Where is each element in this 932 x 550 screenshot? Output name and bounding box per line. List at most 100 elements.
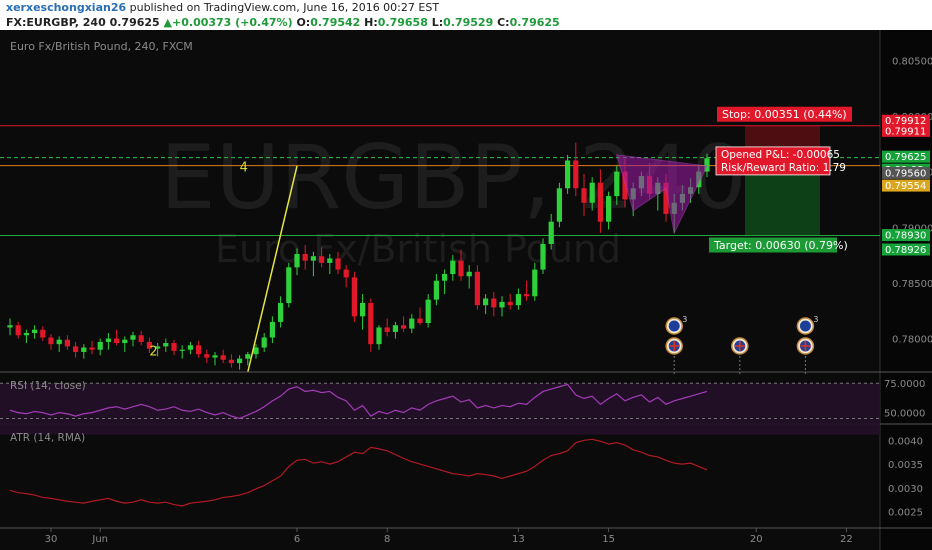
event-count: 3 (813, 315, 818, 324)
candle (458, 249, 464, 281)
high-label: H: (364, 16, 378, 29)
close-label: C: (497, 16, 510, 29)
candle-body (343, 269, 349, 278)
time-tick-label: 30 (45, 534, 58, 545)
candle-body (425, 299, 431, 324)
candle (384, 318, 390, 337)
price-label-text: 0.79912 (885, 116, 926, 127)
stop-label-text: Stop: 0.00351 (0.44%) (722, 108, 847, 121)
candle (15, 321, 21, 339)
time-tick-label: 22 (840, 534, 853, 545)
candle (343, 265, 349, 288)
chart-title: Euro Fx/British Pound, 240, FXCM (10, 40, 193, 53)
candle (187, 341, 193, 355)
atr-label: ATR (14, RMA) (10, 432, 85, 444)
candle (146, 337, 152, 354)
candle-body (622, 171, 628, 200)
high-value: 0.79658 (377, 16, 428, 29)
candle-body (278, 302, 284, 322)
candle-body (417, 318, 423, 324)
candle (171, 339, 177, 356)
take-profit-zone (745, 164, 820, 236)
candle-body (196, 345, 202, 355)
open-label: O: (296, 16, 311, 29)
candle (335, 251, 341, 275)
candle (294, 248, 300, 276)
gbp-flag-icon (731, 337, 749, 355)
candle-body (524, 294, 530, 297)
wave-label: 2 (149, 344, 157, 359)
candle (614, 166, 620, 205)
candle (433, 274, 439, 306)
candle (606, 191, 612, 230)
candle-body (491, 298, 497, 308)
candle (220, 349, 226, 364)
eur-flag-icon (665, 317, 683, 335)
candle (196, 340, 202, 358)
candle-body (376, 327, 382, 345)
candle-body (548, 221, 554, 244)
trend-line (247, 165, 298, 373)
price-label: 0.79625 (882, 150, 930, 163)
candle-body (155, 346, 161, 349)
price-label-text: 0.79911 (885, 126, 926, 137)
candle-body (163, 343, 169, 347)
gbp-flag-icon (665, 337, 683, 355)
candle-body (450, 260, 456, 275)
candle (474, 265, 480, 310)
candle-body (515, 294, 521, 306)
atr-line (9, 438, 708, 507)
candle (556, 182, 562, 228)
candle (23, 329, 29, 344)
candle-body (7, 325, 13, 328)
candle-body (23, 333, 29, 336)
candle-body (73, 346, 79, 352)
candle (499, 296, 505, 317)
price-tick-label: 0.78500 (892, 279, 932, 290)
candle-body (597, 182, 603, 222)
price-label-text: 0.79560 (885, 168, 926, 179)
time-tick-label: 20 (750, 534, 763, 545)
time-tick-label: Jun (91, 534, 108, 545)
candle-body (483, 298, 489, 306)
rsi-line (9, 383, 708, 420)
price-label-box (882, 114, 930, 127)
candle (278, 296, 284, 328)
atr-tick-label: 0.0030 (888, 484, 923, 495)
candle-body (237, 358, 243, 364)
low-value: 0.79529 (443, 16, 494, 29)
price-label: 0.79560 (882, 166, 930, 179)
price-label: 0.79912 (882, 114, 930, 127)
author-link[interactable]: xerxeschongxian26 (6, 1, 127, 14)
candle (327, 253, 333, 275)
candle (253, 344, 259, 359)
candle (425, 294, 431, 328)
atr-tick-label: 0.0040 (888, 436, 923, 447)
price-label-box (882, 166, 930, 179)
candle (114, 329, 120, 346)
price-tick-label: 0.78000 (892, 335, 932, 346)
candle (204, 349, 210, 364)
candle-body (171, 343, 177, 351)
candle (163, 338, 169, 352)
candle-body (466, 271, 472, 277)
candle-body (138, 335, 144, 342)
candle (351, 271, 357, 322)
candle-body (433, 280, 439, 300)
candle (97, 338, 103, 356)
candle (360, 294, 366, 330)
candle-body (319, 256, 325, 263)
time-tick-label: 6 (294, 534, 300, 545)
rsi-tick-label: 50.0000 (884, 409, 925, 420)
price-label-box (882, 124, 930, 137)
risk-reward-text: Risk/Reward Ratio: 1.79 (721, 162, 846, 174)
price-label-text: 0.79554 (885, 181, 926, 192)
candle (302, 245, 308, 270)
candle-body (228, 359, 234, 364)
candle (565, 154, 571, 194)
candle-body (105, 338, 111, 342)
rsi-label: RSI (14, close) (10, 380, 86, 392)
price-label-box (882, 179, 930, 192)
candle (466, 265, 472, 289)
